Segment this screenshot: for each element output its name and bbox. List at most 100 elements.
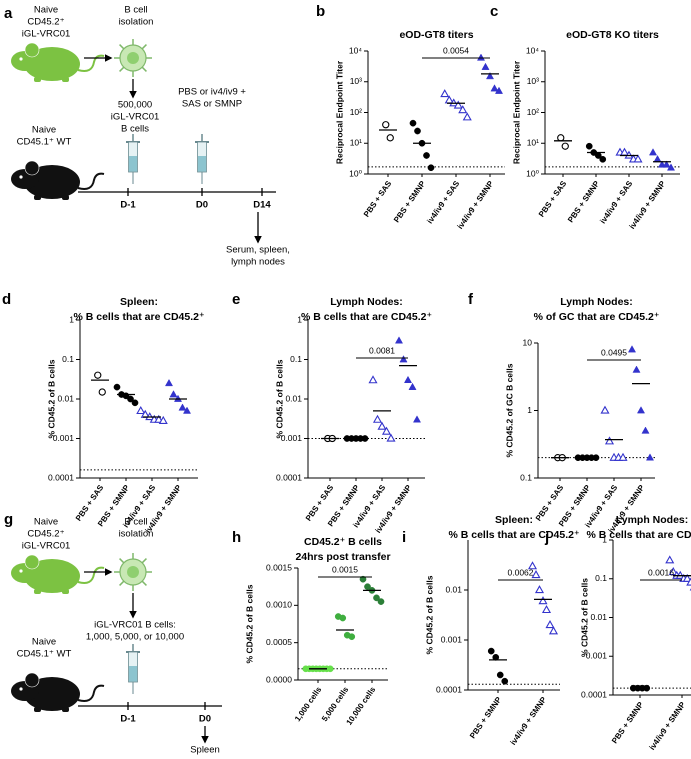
schematic-text: Naive — [34, 5, 58, 16]
data-point — [458, 105, 468, 114]
data-point — [462, 112, 472, 121]
chart-title: % B cells that are CD45.2⁺ — [301, 311, 432, 323]
y-axis-label: Reciprocal Endpoint Titer — [334, 60, 344, 164]
y-tick-label: 10³ — [350, 76, 362, 86]
mouse-tail — [77, 54, 105, 72]
p-value: 0.0081 — [369, 345, 395, 355]
y-axis-label: % CD45.2 of GC B cells — [504, 363, 514, 457]
chart-title: Lymph Nodes: — [560, 296, 633, 308]
data-point — [666, 163, 676, 171]
data-point — [476, 53, 486, 61]
cell-receptor — [141, 66, 147, 72]
schematic-text: Serum, spleen, — [226, 245, 290, 256]
schematic-text: iGL-VRC01 — [111, 112, 160, 123]
mouse-foot — [62, 77, 69, 82]
y-tick-label: 1 — [527, 405, 532, 415]
data-point — [427, 164, 435, 172]
mouse-foot — [62, 707, 69, 712]
data-point — [531, 570, 541, 579]
x-tick-label: iv4/iv9 + SMNP — [647, 700, 687, 752]
panel-label: c — [490, 3, 498, 20]
schematic-text: isolation — [119, 17, 154, 28]
y-tick-label: 0.0001 — [48, 472, 74, 482]
data-point — [665, 555, 675, 564]
x-tick-label: PBS + SMNP — [468, 695, 504, 741]
data-point — [377, 598, 385, 605]
chart-title: Spleen: — [495, 514, 533, 526]
data-point — [348, 633, 356, 641]
timepoint: D0 — [199, 714, 211, 725]
data-point — [490, 84, 499, 92]
chart-title: % B cells that are CD45.2⁺ — [586, 529, 691, 541]
y-axis-label: % CD45.2 of B cells — [274, 359, 284, 438]
mouse-foot — [34, 77, 41, 82]
data-point — [599, 155, 607, 163]
y-tick-label: 10² — [527, 107, 539, 117]
data-point — [545, 620, 555, 629]
mouse-foot — [62, 589, 69, 594]
schematic-text: iGL-VRC01 — [22, 541, 71, 552]
data-point — [178, 403, 187, 411]
y-tick-label: 10⁰ — [526, 168, 539, 178]
data-point — [158, 415, 168, 424]
panel-label: b — [316, 3, 325, 20]
cell-receptor — [141, 44, 147, 50]
mouse-eye — [19, 57, 23, 61]
x-tick-label: PBS + SMNP — [392, 179, 428, 225]
data-point — [414, 127, 421, 135]
data-point — [648, 148, 658, 156]
schematic-text: PBS or iv4/iv9 + — [178, 87, 246, 98]
data-point — [409, 119, 417, 127]
mouse-foot — [34, 707, 41, 712]
y-tick-label: 0.0015 — [266, 562, 292, 572]
panel-label: a — [4, 5, 13, 22]
data-point — [481, 62, 490, 70]
schematic-text: B cell — [124, 5, 147, 16]
chart-title: % B cells that are CD45.2⁺ — [73, 311, 204, 323]
y-tick-label: 10⁴ — [526, 45, 539, 55]
y-tick-label: 0.001 — [53, 433, 75, 443]
mouse-body — [24, 165, 80, 199]
chart-title: CD45.2⁺ B cells — [304, 536, 382, 548]
mouse-tail — [77, 172, 105, 190]
data-point — [373, 594, 380, 602]
data-point — [618, 452, 628, 461]
p-value: 0.0015 — [332, 564, 358, 574]
data-point — [113, 383, 121, 391]
data-point — [453, 100, 463, 109]
data-point — [368, 375, 378, 384]
chart-title: eOD-GT8 KO titers — [566, 29, 659, 41]
data-point — [423, 152, 430, 159]
syringe-liquid — [198, 156, 206, 172]
data-point — [485, 72, 495, 80]
y-tick-label: 0.0005 — [266, 637, 292, 647]
data-point — [627, 345, 637, 353]
data-point — [641, 426, 650, 434]
p-value: 0.0062 — [508, 567, 534, 577]
data-point — [412, 415, 422, 423]
cell-receptor — [119, 66, 125, 72]
mouse-ear — [24, 42, 40, 58]
syringe-liquid — [129, 666, 137, 682]
schematic-text: Naive — [32, 125, 56, 136]
data-point — [164, 378, 174, 387]
data-point — [541, 604, 552, 614]
data-point — [494, 86, 504, 94]
panel-label: h — [232, 529, 241, 546]
data-point — [154, 414, 164, 423]
y-tick-label: 0.001 — [586, 651, 608, 661]
y-tick-label: 10¹ — [350, 138, 362, 148]
schematic-text: B cells — [121, 124, 149, 135]
data-point — [136, 405, 146, 415]
mouse-tail — [77, 684, 105, 702]
data-point — [94, 371, 102, 379]
data-point — [487, 647, 495, 655]
data-point — [394, 336, 404, 344]
chart-title: Lymph Nodes: — [616, 514, 689, 526]
data-point — [633, 154, 643, 163]
chart-title: Lymph Nodes: — [330, 296, 403, 308]
mouse-tail — [77, 566, 105, 584]
schematic-text: SAS or SMNP — [182, 99, 242, 110]
data-point — [604, 436, 615, 445]
cell-receptor — [141, 558, 147, 564]
